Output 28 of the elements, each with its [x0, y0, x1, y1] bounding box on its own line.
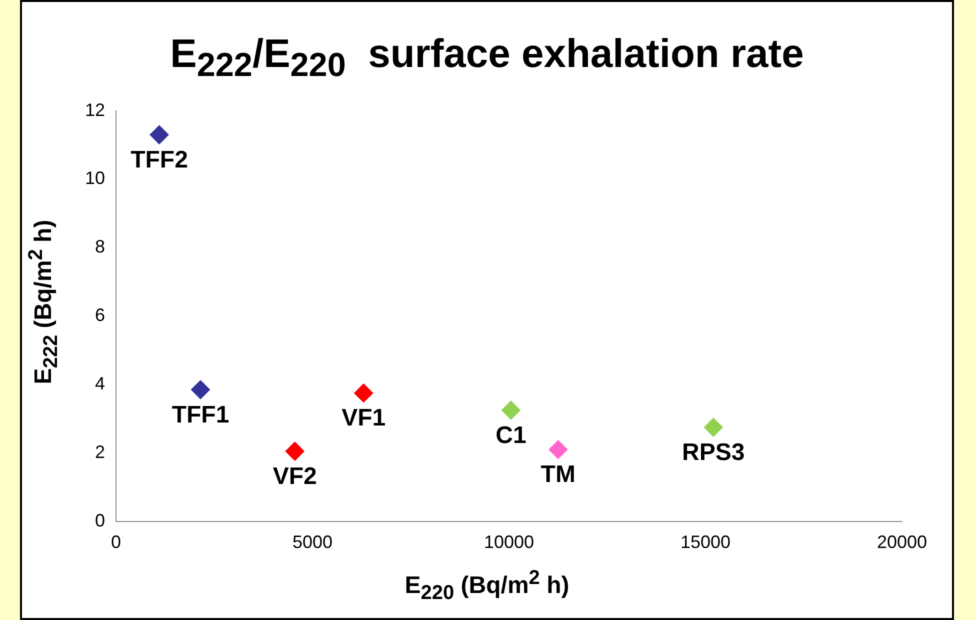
point	[548, 440, 568, 460]
point	[704, 418, 723, 437]
x-tick-label: 0	[111, 532, 122, 552]
series-label: C1	[496, 422, 526, 449]
x-tick-label: 15000	[680, 532, 731, 552]
point	[501, 400, 520, 420]
y-tick-label: 10	[84, 168, 106, 188]
y-tick-label: 4	[95, 374, 106, 394]
series-label: VF1	[342, 404, 386, 432]
series-label: TM	[540, 461, 576, 488]
x-tick-label: 10000	[484, 532, 534, 552]
y-tick-label: 8	[95, 236, 106, 257]
series-label: RPS3	[682, 438, 745, 466]
series-label: VF2	[272, 462, 317, 490]
point	[285, 442, 304, 461]
point	[354, 384, 374, 403]
x-tick-label: 5000	[292, 532, 333, 552]
y-tick-label: 2	[95, 442, 106, 462]
y-tick-label: 6	[95, 305, 106, 326]
point	[191, 380, 210, 400]
series-label: TFF1	[172, 401, 230, 428]
y-tick-label: 0	[95, 510, 106, 530]
point	[150, 125, 169, 144]
series-label: TFF2	[130, 146, 188, 174]
y-tick-label: 12	[84, 100, 106, 120]
x-axis-title: E$_{220}$ (Bq/m$^{2}$ h)	[404, 567, 570, 605]
chart-title: E$_{222}$/E$_{220}$ surface exhalation rate	[169, 32, 805, 85]
x-tick-label: 20000	[876, 532, 928, 552]
